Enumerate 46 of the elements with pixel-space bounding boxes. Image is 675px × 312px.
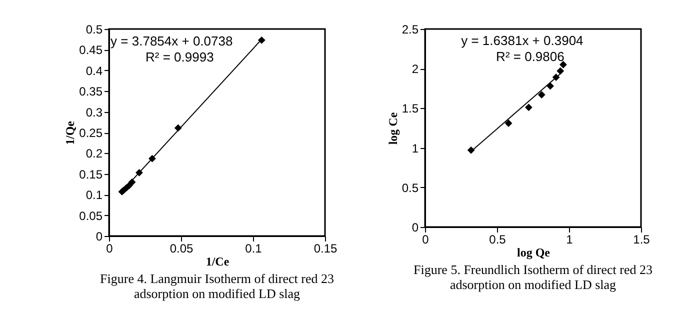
point: [148, 154, 156, 162]
y-tick-label: 0: [412, 220, 419, 234]
x-tick-label: 0: [422, 232, 430, 246]
annotation: R² = 0.9806: [496, 48, 564, 64]
point: [560, 60, 567, 68]
point: [128, 178, 136, 186]
point: [467, 146, 475, 154]
x-tick-label: 1.5: [633, 232, 650, 246]
y-tick-label: 0.3: [86, 105, 103, 120]
y-tick-label: 0.25: [79, 126, 103, 140]
y-tick-label: 0.05: [79, 208, 103, 223]
y-tick-label: 0.2: [86, 146, 103, 161]
x-axis-title: log Qe: [517, 246, 551, 260]
point: [524, 104, 532, 112]
point: [552, 74, 560, 82]
y-tick-label: 0.15: [79, 167, 103, 182]
point: [136, 168, 143, 176]
annotation: y = 3.7854x + 0.0738: [110, 33, 233, 48]
y-tick-label: 0.5: [402, 180, 419, 195]
point: [546, 82, 554, 90]
annotation: y = 1.6381x + 0.3904: [461, 32, 584, 48]
x-tick-label: 0: [106, 242, 114, 256]
point: [258, 36, 266, 44]
x-axis-title: 1/Ce: [206, 254, 230, 268]
y-tick-label: 0.1: [86, 188, 103, 202]
y-tick-label: 0.5: [86, 22, 103, 36]
point: [538, 91, 546, 98]
caption: Figure 5. Freundlich Isotherm of direct red 23 adsorption on modified LD slag: [414, 262, 652, 292]
x-tick-label: 1: [566, 232, 574, 246]
y-tick-label: 1.5: [402, 102, 419, 116]
y-tick-label: 0.45: [79, 43, 103, 58]
x-tick-label: 0.15: [314, 242, 338, 256]
y-tick-label: 1: [412, 141, 419, 156]
y-axis-title: log Ce: [386, 112, 400, 145]
y-tick-label: 0.4: [86, 64, 103, 78]
point: [174, 124, 182, 132]
caption: Figure 4. Langmuir Isotherm of direct red 23 adsorption on modified LD slag: [100, 271, 334, 301]
y-tick-label: 0.35: [79, 84, 103, 99]
y-tick-label: 2.5: [402, 22, 419, 36]
x-tick-label: 0.5: [489, 232, 506, 246]
y-tick-label: 2: [412, 62, 419, 76]
x-tick-label: 0.05: [170, 242, 194, 256]
point: [556, 67, 564, 75]
annotation: R² = 0.9993: [145, 49, 214, 64]
y-axis-title: 1/Qe: [63, 120, 78, 145]
x-tick-label: 0.1: [245, 242, 262, 256]
